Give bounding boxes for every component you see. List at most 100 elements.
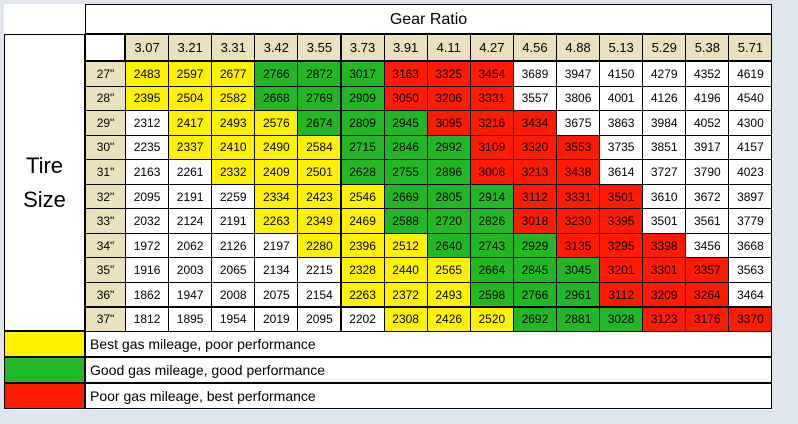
gear-ratio-header: 5.29: [642, 34, 687, 61]
rpm-cell: 3851: [642, 134, 687, 161]
rpm-cell: 4150: [599, 61, 644, 87]
rpm-cell: 2504: [168, 85, 213, 112]
rpm-cell: 2062: [168, 232, 213, 259]
rpm-cell: 3135: [556, 232, 601, 259]
rpm-cell: 2845: [512, 257, 557, 283]
rpm-cell: 3917: [685, 134, 730, 161]
rpm-cell: 2520: [469, 306, 514, 333]
rpm-cell: 2075: [254, 281, 299, 308]
rpm-cell: 2992: [426, 134, 471, 161]
rpm-cell: 2334: [254, 183, 299, 210]
rpm-cell: 3320: [512, 134, 557, 161]
gear-ratio-header: 5.71: [728, 34, 773, 61]
rpm-cell: 2191: [211, 208, 256, 234]
rpm-cell: 3779: [728, 208, 773, 234]
tire-size-row-header: 31": [85, 159, 126, 185]
rpm-cell: 2163: [125, 159, 170, 185]
rpm-cell: 2766: [254, 61, 299, 87]
rpm-cell: 2628: [340, 159, 385, 185]
rpm-cell: 3123: [642, 306, 687, 333]
rpm-cell: 3464: [728, 281, 773, 308]
rpm-cell: 4052: [685, 110, 730, 136]
legend: Best gas mileage, poor performance Good …: [4, 331, 772, 410]
gear-ratio-header: 4.88: [556, 34, 601, 61]
rpm-cell: 2095: [125, 183, 170, 210]
rpm-cell: 2490: [254, 134, 299, 161]
rpm-cell: 2197: [254, 232, 299, 259]
rpm-cell: 3008: [469, 159, 514, 185]
gear-ratio-header: 3.91: [383, 34, 428, 61]
rpm-cell: 3806: [556, 85, 601, 112]
tire-size-row-header: 30": [85, 134, 126, 161]
rpm-cell: 4126: [642, 85, 687, 112]
rpm-cell: 2328: [340, 257, 385, 283]
rpm-cell: 2154: [297, 281, 342, 308]
rpm-cell: 2668: [254, 85, 299, 112]
rpm-cell: 2134: [254, 257, 299, 283]
legend-item-good-mileage: Good gas mileage, good performance: [4, 357, 772, 383]
rpm-cell: 2483: [125, 61, 170, 87]
rpm-cell: 2501: [297, 159, 342, 185]
gear-ratio-header: 3.31: [211, 34, 256, 61]
rpm-cell: 2755: [383, 159, 428, 185]
rpm-cell: 2003: [168, 257, 213, 283]
rpm-cell: 3456: [685, 232, 730, 259]
rpm-cell: 2396: [340, 232, 385, 259]
tire-size-row-header: 33": [85, 208, 126, 234]
gear-ratio-header: 3.07: [125, 34, 170, 61]
rpm-cell: 3454: [469, 61, 514, 87]
rpm-cell: 2395: [125, 85, 170, 112]
rpm-cell: 3984: [642, 110, 687, 136]
legend-swatch-yellow: [4, 331, 85, 357]
rpm-cell: 2597: [168, 61, 213, 87]
rpm-cell: 3727: [642, 159, 687, 185]
rpm-cell: 2019: [254, 306, 299, 333]
rpm-cell: 2493: [426, 281, 471, 308]
rpm-cell: 2961: [556, 281, 601, 308]
rpm-cell: 3395: [599, 208, 644, 234]
rpm-cell: 3176: [685, 306, 730, 333]
rpm-cell: 2263: [340, 281, 385, 308]
rpm-cell: 3264: [685, 281, 730, 308]
rpm-cell: 3947: [556, 61, 601, 87]
rpm-cell: 2008: [211, 281, 256, 308]
rpm-cell: 2215: [297, 257, 342, 283]
rpm-cell: 3675: [556, 110, 601, 136]
rpm-cell: 2669: [383, 183, 428, 210]
rpm-cell: 3018: [512, 208, 557, 234]
rpm-cell: 3050: [383, 85, 428, 112]
rpm-cell: 2826: [469, 208, 514, 234]
rpm-cell: 3163: [383, 61, 428, 87]
tire-size-row-header: 28": [85, 85, 126, 112]
rpm-cell: 3672: [685, 183, 730, 210]
rpm-cell: 3438: [556, 159, 601, 185]
rpm-cell: 2809: [340, 110, 385, 136]
rpm-cell: 2440: [383, 257, 428, 283]
rpm-cell: 2512: [383, 232, 428, 259]
gear-ratio-sheet: Gear Ratio Tire Size 3.07 3.21 3.31 3.42 3.5…: [4, 4, 773, 410]
rpm-cell: 2584: [297, 134, 342, 161]
rpm-cell: 2337: [168, 134, 213, 161]
rpm-cell: 2896: [426, 159, 471, 185]
legend-item-best-performance: Poor gas mileage, best performance: [4, 383, 772, 409]
tire-size-row-header: 35": [85, 257, 126, 283]
rpm-cell: 2493: [211, 110, 256, 136]
rpm-cell: 2881: [556, 306, 601, 333]
rpm-cell: 2769: [297, 85, 342, 112]
rpm-cell: 3735: [599, 134, 644, 161]
corner-cell: [85, 34, 125, 61]
rpm-cell: 3331: [556, 183, 601, 210]
rpm-cell: 1947: [168, 281, 213, 308]
rpm-cell: 2202: [340, 306, 385, 333]
rpm-cell: 3398: [642, 232, 687, 259]
rpm-cell: 4619: [728, 61, 773, 87]
rpm-cell: 2410: [211, 134, 256, 161]
rpm-cell: 2312: [125, 110, 170, 136]
rpm-cell: 3112: [512, 183, 557, 210]
rpm-cell: 2805: [426, 183, 471, 210]
rpm-cell: 2259: [211, 183, 256, 210]
rpm-cell: 3614: [599, 159, 644, 185]
rpm-cell: 2095: [297, 306, 342, 333]
rpm-cell: 3216: [469, 110, 514, 136]
rpm-cell: 3045: [556, 257, 601, 283]
